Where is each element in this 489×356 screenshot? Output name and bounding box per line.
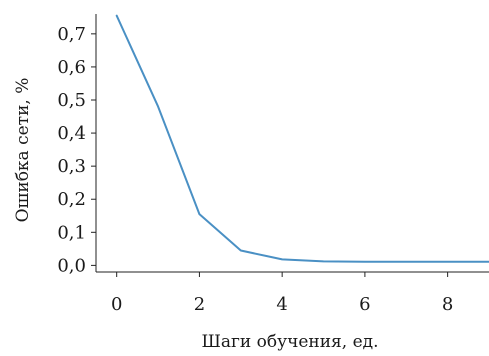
x-tick-label: 0 — [111, 294, 122, 315]
y-tick-label: 0,0 — [57, 255, 86, 276]
y-tick-label: 0,7 — [57, 24, 86, 45]
x-axis-title: Шаги обучения, ед. — [201, 332, 378, 352]
series-line-0 — [115, 14, 489, 263]
x-tick-label: 2 — [194, 294, 205, 315]
y-tick-label: 0,3 — [57, 156, 86, 177]
x-tick-label: 4 — [276, 294, 287, 315]
y-tick-label: 0,5 — [57, 90, 86, 111]
y-tick-label: 0,4 — [57, 123, 86, 144]
y-axis-title: Ошибка сети, % — [13, 78, 33, 223]
y-tick-label: 0,1 — [57, 222, 86, 243]
x-tick-label: 6 — [359, 294, 370, 315]
x-tick-label: 8 — [442, 294, 453, 315]
y-tick-label: 0,2 — [57, 189, 86, 210]
series-group — [115, 14, 489, 263]
y-tick-label: 0,6 — [57, 57, 86, 78]
y-axis: 0,0 0,1 0,2 0,3 0,4 0,5 0,6 0,7 — [57, 14, 97, 276]
x-axis: 0 2 4 6 8 — [96, 271, 489, 315]
